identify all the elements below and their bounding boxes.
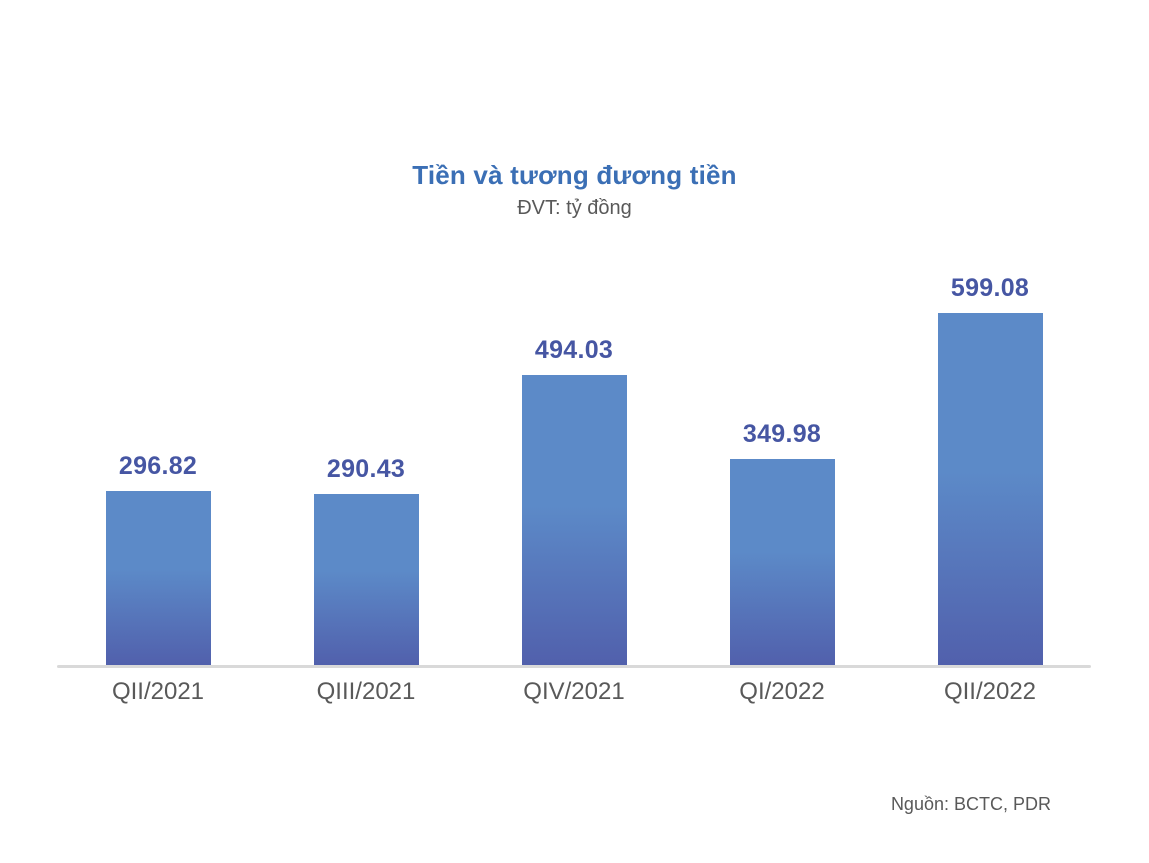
chart-subtitle: ĐVT: tỷ đồng [517,197,632,219]
bar-rect [313,494,419,665]
bar-rect [937,313,1043,665]
bar-qiv-2021: 494.03 [521,336,627,665]
category-label: QI/2022 [739,678,825,705]
bar-qi-2022: 349.98 [729,420,835,665]
chart-title: Tiền và tương đương tiền [412,160,737,190]
bar-qii-2021: 296.82 [105,452,211,665]
bar-rect [729,459,835,665]
category-label: QII/2021 [111,678,205,705]
value-label: 494.03 [534,336,614,364]
value-label: 290.43 [326,455,406,483]
category-label: QII/2022 [943,678,1037,705]
x-axis-line [57,665,1091,668]
category-label: QIII/2021 [316,678,416,705]
bar-qii-2022: 599.08 [937,274,1043,665]
bar-qiii-2021: 290.43 [313,455,419,665]
bar-rect [521,375,627,665]
category-label: QIV/2021 [523,678,625,705]
value-label: 296.82 [118,452,198,480]
source-note: Nguồn: BCTC, PDR [890,794,1051,814]
value-label: 349.98 [742,420,822,448]
bar-rect [105,491,211,665]
value-label: 599.08 [950,274,1030,302]
